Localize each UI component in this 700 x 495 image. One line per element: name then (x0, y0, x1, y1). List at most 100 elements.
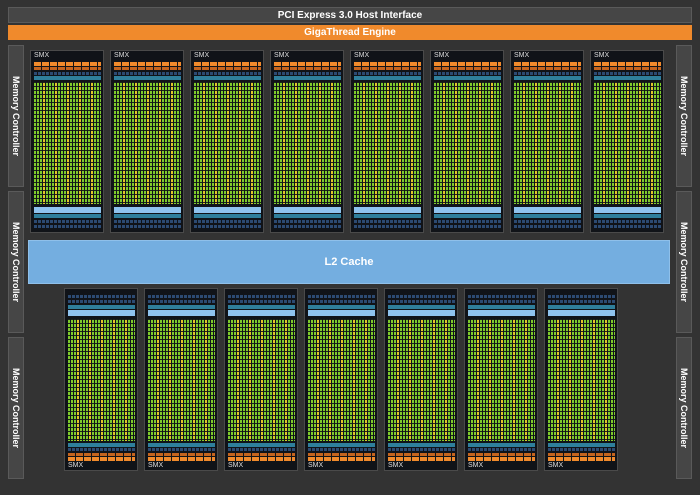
register-file (228, 448, 295, 451)
shared-memory (34, 207, 101, 213)
cuda-core-array (68, 319, 135, 441)
shared-memory (194, 207, 261, 213)
smx-label: SMX (434, 52, 450, 59)
register-file (274, 72, 341, 75)
register-file (514, 72, 581, 75)
smx-unit: SMX (544, 288, 618, 471)
dispatch-unit (34, 62, 101, 66)
texture-cache (228, 305, 295, 309)
memory-controller-left-3: Memory Controller (8, 337, 24, 479)
memory-controller-label: Memory Controller (679, 75, 689, 157)
smx-unit: SMX (350, 50, 424, 233)
shared-memory (388, 310, 455, 316)
smx-unit: SMX (144, 288, 218, 471)
dispatch-unit (388, 453, 455, 456)
dispatch-unit (434, 62, 501, 66)
cuda-core-array (194, 82, 261, 204)
texture-cache (114, 214, 181, 218)
smx-unit: SMX (430, 50, 504, 233)
cuda-core-array (148, 319, 215, 441)
texture-unit (548, 295, 615, 298)
register-file (594, 72, 661, 75)
smx-unit: SMX (110, 50, 184, 233)
shared-memory (468, 310, 535, 316)
smx-unit: SMX (190, 50, 264, 233)
dispatch-unit (274, 67, 341, 70)
smx-unit: SMX (590, 50, 664, 233)
texture-unit (228, 295, 295, 298)
memory-controller-left-1: Memory Controller (8, 45, 24, 187)
shared-memory (228, 310, 295, 316)
pcie-host-interface: PCI Express 3.0 Host Interface (8, 7, 692, 23)
dispatch-unit (354, 62, 421, 66)
memory-controller-label: Memory Controller (11, 75, 21, 157)
texture-unit (68, 300, 135, 303)
cuda-core-array (434, 82, 501, 204)
instruction-cache (34, 76, 101, 80)
smx-unit: SMX (270, 50, 344, 233)
dispatch-unit (274, 62, 341, 66)
texture-unit (308, 300, 375, 303)
texture-unit (514, 220, 581, 223)
shared-memory (68, 310, 135, 316)
instruction-cache (274, 76, 341, 80)
smx-label: SMX (114, 52, 130, 59)
cuda-core-array (514, 82, 581, 204)
memory-controller-right-3: Memory Controller (676, 337, 692, 479)
cuda-core-array (354, 82, 421, 204)
register-file (34, 72, 101, 75)
smx-unit: SMX (384, 288, 458, 471)
dispatch-unit (468, 457, 535, 461)
register-file (548, 448, 615, 451)
texture-unit (594, 220, 661, 223)
instruction-cache (548, 443, 615, 447)
smx-label: SMX (274, 52, 290, 59)
cuda-core-array (274, 82, 341, 204)
instruction-cache (68, 443, 135, 447)
instruction-cache (514, 76, 581, 80)
cuda-core-array (114, 82, 181, 204)
shared-memory (308, 310, 375, 316)
texture-unit (434, 225, 501, 228)
texture-unit (468, 295, 535, 298)
texture-unit (388, 300, 455, 303)
texture-unit (228, 300, 295, 303)
texture-cache (434, 214, 501, 218)
texture-unit (148, 295, 215, 298)
texture-unit (274, 220, 341, 223)
dispatch-unit (68, 457, 135, 461)
texture-unit (434, 220, 501, 223)
dispatch-unit (228, 457, 295, 461)
memory-controller-right-2: Memory Controller (676, 191, 692, 333)
cuda-core-array (594, 82, 661, 204)
smx-label: SMX (468, 462, 484, 469)
instruction-cache (194, 76, 261, 80)
smx-label: SMX (308, 462, 324, 469)
dispatch-unit (114, 62, 181, 66)
cuda-core-array (34, 82, 101, 204)
dispatch-unit (68, 453, 135, 456)
smx-label: SMX (228, 462, 244, 469)
texture-unit (354, 220, 421, 223)
instruction-cache (228, 443, 295, 447)
dispatch-unit (114, 67, 181, 70)
smx-label: SMX (34, 52, 50, 59)
texture-cache (388, 305, 455, 309)
texture-unit (194, 220, 261, 223)
dispatch-unit (194, 62, 261, 66)
texture-unit (548, 300, 615, 303)
instruction-cache (434, 76, 501, 80)
smx-label: SMX (148, 462, 164, 469)
instruction-cache (114, 76, 181, 80)
texture-unit (34, 220, 101, 223)
smx-label: SMX (68, 462, 84, 469)
dispatch-unit (434, 67, 501, 70)
smx-unit: SMX (224, 288, 298, 471)
dispatch-unit (148, 453, 215, 456)
smx-unit: SMX (304, 288, 378, 471)
dispatch-unit (308, 457, 375, 461)
smx-label: SMX (388, 462, 404, 469)
texture-cache (308, 305, 375, 309)
texture-unit (388, 295, 455, 298)
